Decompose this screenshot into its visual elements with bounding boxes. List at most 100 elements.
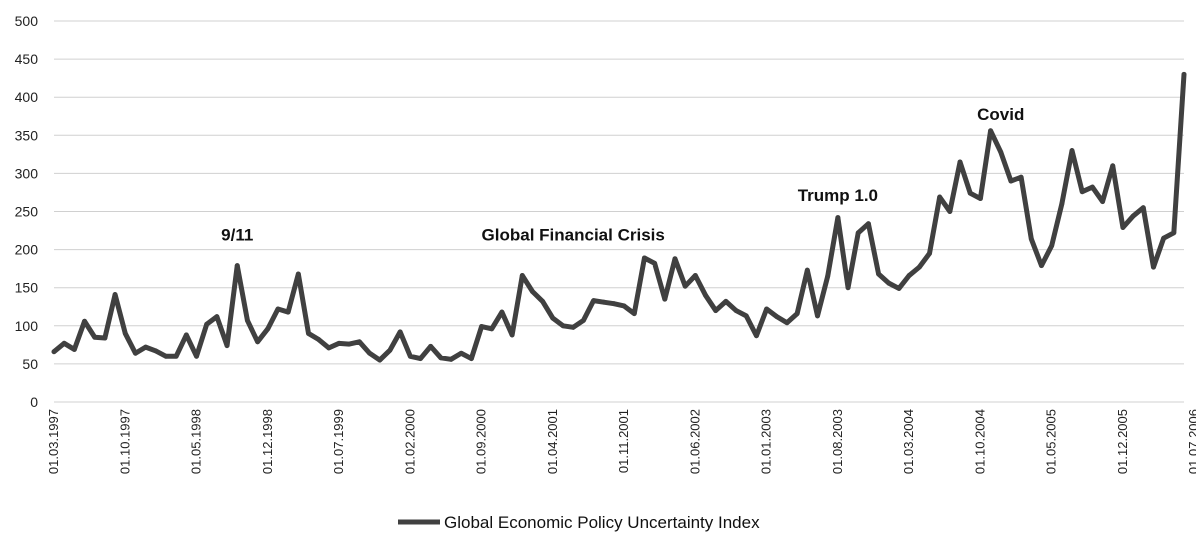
legend: Global Economic Policy Uncertainty Index [398, 513, 760, 532]
data-point [204, 321, 210, 327]
data-point [407, 353, 413, 359]
data-point [866, 221, 871, 227]
data-point [519, 273, 525, 278]
x-tick-label: 01.12.2005 [1115, 409, 1130, 474]
data-point [713, 308, 719, 313]
data-point [1130, 213, 1136, 219]
x-tick-label: 01.04.2001 [545, 409, 560, 474]
data-point [468, 356, 474, 361]
data-point [896, 286, 902, 291]
data-point [977, 196, 983, 201]
data-point [92, 334, 98, 340]
data-point [82, 318, 87, 324]
data-point [1008, 178, 1014, 184]
data-point [876, 271, 881, 277]
data-point [927, 251, 932, 256]
x-tick-label: 01.07.2006 [1186, 409, 1196, 474]
data-point [957, 159, 963, 165]
data-point [346, 341, 352, 347]
y-tick-label: 300 [15, 165, 39, 181]
annotation-label: Global Financial Crisis [482, 225, 665, 244]
x-tick-label: 01.02.2000 [402, 409, 417, 474]
x-tick-label: 01.05.1998 [189, 409, 204, 474]
y-tick-label: 200 [15, 242, 39, 258]
data-point [754, 333, 759, 339]
data-point [448, 356, 454, 362]
data-point [255, 339, 261, 345]
y-tick-label: 350 [15, 127, 39, 143]
data-point [825, 273, 831, 279]
data-point [336, 340, 342, 346]
data-point [224, 343, 230, 349]
data-point [774, 314, 780, 320]
data-point [387, 347, 393, 353]
data-point [285, 309, 291, 315]
data-point [733, 308, 739, 313]
data-point [845, 285, 851, 291]
data-point [428, 343, 434, 349]
data-point [438, 355, 444, 361]
data-point [642, 255, 647, 261]
data-point [621, 303, 627, 309]
x-tick-label: 01.03.1997 [46, 409, 61, 474]
data-point [479, 324, 484, 329]
data-point [102, 335, 108, 341]
data-point [540, 299, 546, 304]
data-point [906, 273, 912, 278]
data-point [1181, 71, 1187, 77]
data-point [794, 311, 800, 317]
data-point [458, 350, 464, 356]
x-tick-label: 01.08.2003 [830, 409, 845, 474]
data-point [295, 271, 301, 277]
data-point [357, 339, 362, 345]
annotation-label: Trump 1.0 [798, 186, 878, 205]
data-point [499, 309, 505, 315]
data-point [1028, 236, 1034, 242]
data-point [1039, 263, 1044, 269]
data-point [967, 190, 973, 196]
data-point [51, 349, 57, 355]
data-point [652, 260, 658, 266]
data-point [326, 345, 332, 351]
x-tick-label: 01.10.1997 [117, 409, 132, 474]
data-point [1018, 174, 1024, 180]
data-point [163, 353, 169, 359]
annotations: 9/11 Global Financial Crisis Trump 1.0 Covi… [221, 105, 1024, 244]
x-tick-label: 01.11.2001 [616, 409, 631, 473]
data-point [316, 337, 322, 342]
legend-label: Global Economic Policy Uncertainty Index [444, 513, 760, 532]
y-tick-label: 0 [30, 394, 38, 410]
data-point [947, 209, 953, 214]
data-point [153, 348, 159, 354]
data-point [815, 313, 820, 319]
data-point [855, 230, 861, 236]
data-point [367, 350, 372, 356]
data-point [214, 314, 220, 320]
annotation-label: Covid [977, 105, 1024, 124]
data-point [916, 264, 922, 270]
data-point [245, 318, 250, 323]
data-point [489, 326, 495, 332]
data-point [580, 318, 586, 323]
x-tick-label: 01.12.1998 [260, 409, 275, 474]
data-point [764, 306, 770, 312]
data-point [143, 344, 149, 350]
data-point [112, 292, 118, 297]
data-point [133, 350, 138, 356]
data-point [1069, 148, 1075, 153]
data-point [530, 289, 535, 294]
data-point [397, 329, 403, 335]
data-point [692, 273, 698, 278]
y-tick-label: 500 [15, 13, 39, 29]
data-point [937, 194, 943, 200]
data-point [1100, 199, 1105, 204]
data-point [1049, 243, 1055, 249]
y-tick-label: 450 [15, 51, 39, 67]
data-point [570, 324, 576, 330]
x-tick-label: 01.03.2004 [901, 409, 916, 474]
data-point [183, 332, 189, 338]
data-point [1151, 264, 1156, 270]
data-point [418, 356, 423, 361]
data-point [550, 315, 556, 321]
